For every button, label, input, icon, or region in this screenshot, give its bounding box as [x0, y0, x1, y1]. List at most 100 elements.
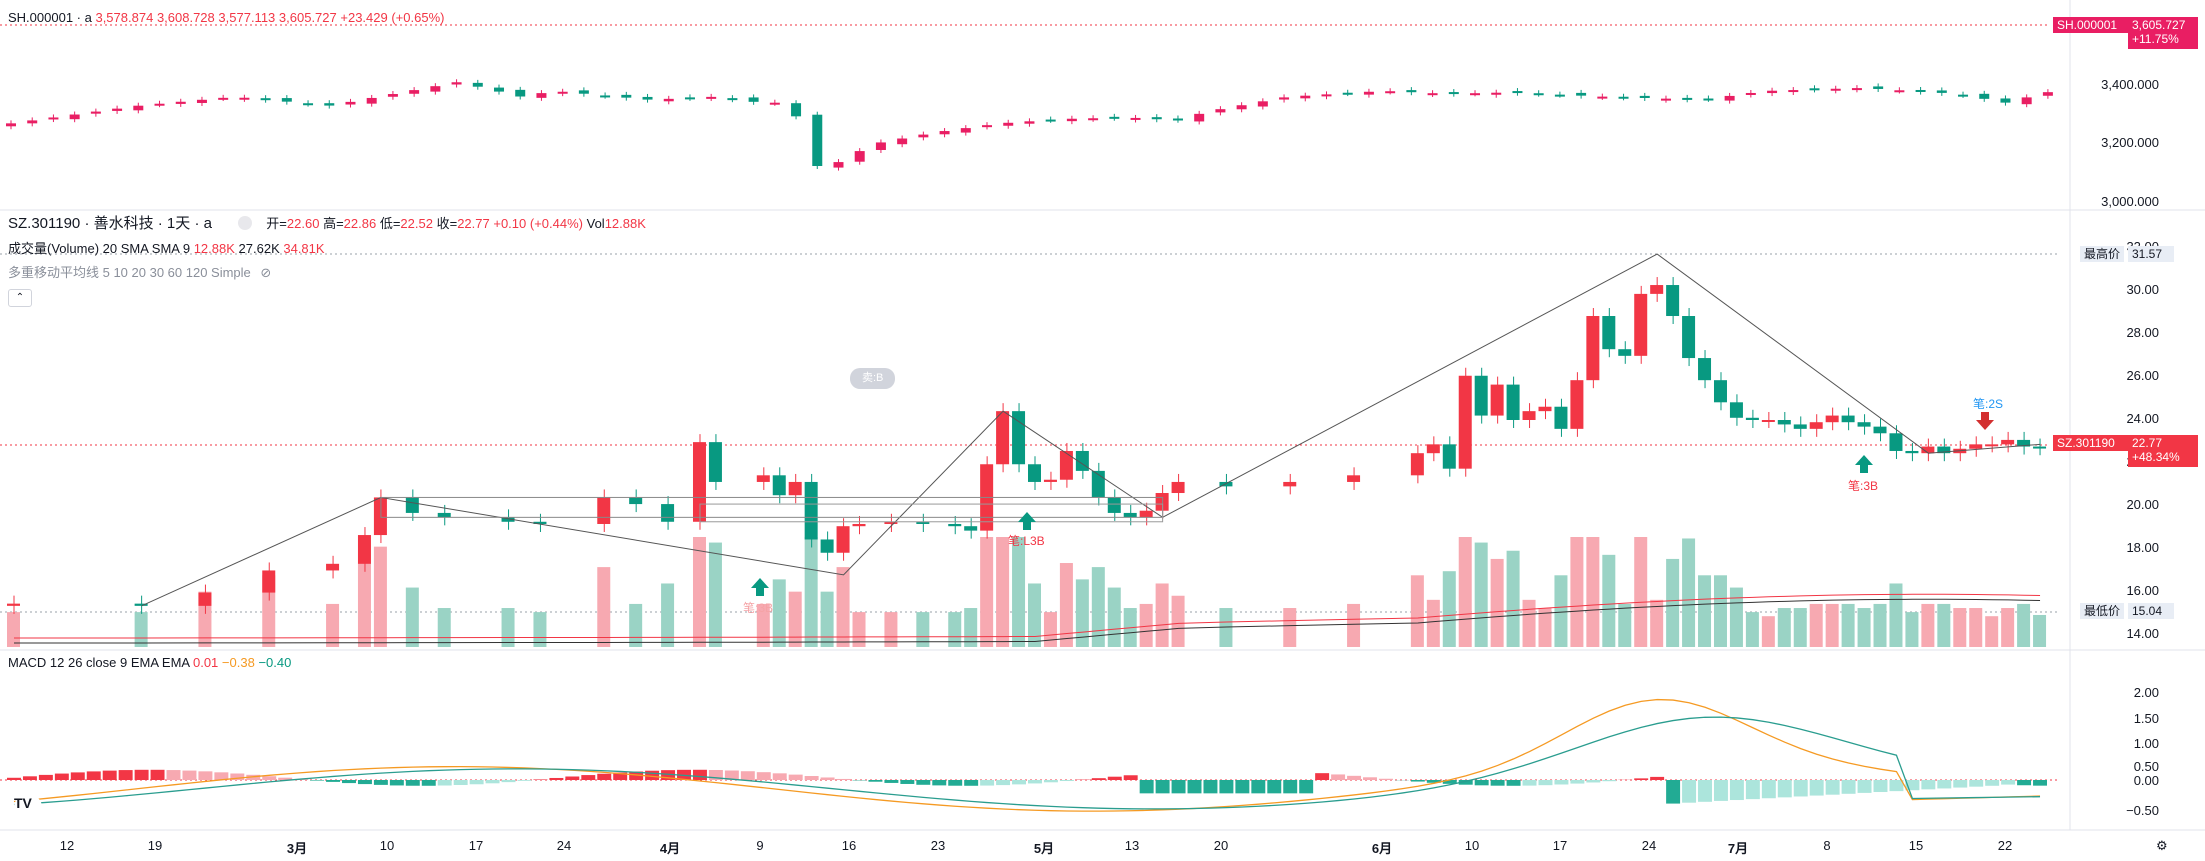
macd-histogram-bar [1283, 780, 1298, 794]
volume-bar [1841, 603, 1855, 647]
lowest-price-value: 15.04 [2128, 603, 2174, 619]
volume-bar [661, 583, 675, 647]
index-candle [1682, 97, 1693, 100]
settings-gear-icon[interactable]: ⚙ [2156, 838, 2168, 853]
index-candle [1363, 91, 1374, 95]
volume-bar [1171, 595, 1185, 647]
bi-zigzag-line [141, 253, 2041, 607]
volume-bar [1921, 603, 1935, 647]
macd-histogram-bar [1426, 780, 1441, 783]
volume-bar [964, 608, 978, 647]
macd-histogram-bar [1809, 780, 1824, 796]
eye-hidden-icon[interactable]: ⊘ [260, 265, 272, 280]
index-candle [1703, 98, 1714, 101]
high-value: 22.86 [343, 216, 377, 231]
stock-candle [1937, 446, 1951, 454]
stock-candle [1570, 380, 1584, 429]
stock-candle [996, 411, 1010, 465]
macd-histogram-bar [1602, 780, 1617, 782]
stock-candle [1028, 464, 1041, 482]
macd-histogram-bar [1793, 780, 1808, 797]
time-axis-label: 15 [1908, 838, 1924, 853]
volume-bar [1506, 550, 1520, 647]
stock-candle [1793, 424, 1807, 429]
macd-histogram-bar [54, 773, 69, 780]
volume-bar [1825, 603, 1839, 647]
volume-bar [1985, 616, 1999, 647]
index-candle [1809, 88, 1820, 91]
price-axis-label: 24.00 [2126, 411, 2159, 426]
stock-candle [1586, 316, 1600, 381]
stock-title[interactable]: SZ.301190 · 善水科技 · 1天 · a [8, 215, 212, 232]
volume-bar [1809, 603, 1823, 647]
stock-tag-price: 22.77 [2132, 436, 2163, 450]
macd-histogram-bar [1586, 780, 1601, 783]
index-candle [875, 142, 886, 150]
macd-histogram-bar [1666, 780, 1681, 804]
annotation-bi-3b-2: 笔:3B [1848, 479, 1879, 493]
stock-candle [1059, 450, 1073, 480]
stock-candle [2017, 439, 2031, 447]
index-axis-label: 3,400.000 [2101, 77, 2159, 92]
volume-legend-name: 成交量(Volume) 20 SMA SMA 9 [8, 241, 191, 256]
macd-histogram-bar [1650, 776, 1665, 780]
index-candle [1342, 92, 1353, 95]
macd-histogram-bar [2033, 780, 2047, 786]
index-candle [791, 103, 802, 117]
volume-bar [629, 603, 643, 647]
macd-histogram-bar [1985, 780, 2000, 786]
index-candle [557, 91, 568, 94]
macd-histogram-bar [182, 770, 197, 780]
stock-candle [1777, 420, 1791, 425]
index-tag-price: 3,605.727 [2132, 18, 2186, 32]
macd-histogram-bar [629, 771, 644, 780]
lowest-price-label: 最低价 [2080, 603, 2125, 619]
buy-arrow-icon [1855, 455, 1873, 473]
stock-candle [1985, 444, 1999, 447]
index-change: +23.429 (+0.65%) [340, 10, 445, 25]
macd-histogram-bar [102, 770, 117, 780]
index-high: 3,608.728 [156, 10, 215, 25]
macd-histogram-bar [724, 770, 739, 780]
macd-histogram-bar [262, 776, 277, 780]
index-candle [494, 87, 505, 92]
stock-candle [1522, 411, 1536, 420]
volume-legend[interactable]: 成交量(Volume) 20 SMA SMA 9 12.88K 27.62K 3… [8, 241, 325, 257]
stock-candle [1474, 375, 1488, 416]
vol-value: 12.88K [604, 216, 646, 231]
volume-bar [326, 603, 340, 647]
macd-legend[interactable]: MACD 12 26 close 9 EMA EMA 0.01 −0.38 −0… [8, 655, 291, 671]
index-candle [48, 117, 59, 120]
time-axis-label: 12 [59, 838, 75, 853]
macd-histogram-bar [1331, 774, 1346, 780]
stock-candle [1921, 446, 1935, 454]
macd-histogram-bar [1442, 780, 1457, 784]
index-candle [133, 105, 144, 111]
low-label: 低= [379, 216, 401, 231]
index-candle [536, 93, 547, 98]
index-symbol[interactable]: SH.000001 · a [8, 10, 92, 25]
stock-candle [437, 512, 451, 518]
price-axis-label: 20.00 [2126, 497, 2159, 512]
time-axis-label: 3月 [286, 841, 308, 856]
ma-legend[interactable]: 多重移动平均线 5 10 20 30 60 120 Simple ⊘ [8, 265, 271, 281]
macd-histogram-bar [980, 780, 995, 786]
settings-dot-icon[interactable] [238, 216, 253, 230]
flag-pill[interactable]: 卖:B [850, 368, 896, 389]
index-candle [982, 125, 993, 128]
index-candle [939, 131, 950, 135]
stock-candle [1729, 402, 1743, 418]
index-candle [1491, 92, 1502, 95]
tradingview-logo[interactable]: TV [14, 795, 42, 819]
index-axis-label: 3,200.000 [2101, 135, 2159, 150]
high-label: 高= [323, 216, 344, 231]
volume-bar [756, 603, 770, 647]
index-candle [1724, 95, 1735, 101]
collapse-legend-button[interactable]: ⌃ [8, 289, 32, 307]
time-axis-label: 24 [1641, 838, 1657, 853]
stock-candle [1283, 481, 1297, 487]
index-candle [1512, 91, 1523, 94]
macd-histogram-bar [453, 780, 468, 786]
time-axis-label: 20 [1213, 838, 1229, 853]
